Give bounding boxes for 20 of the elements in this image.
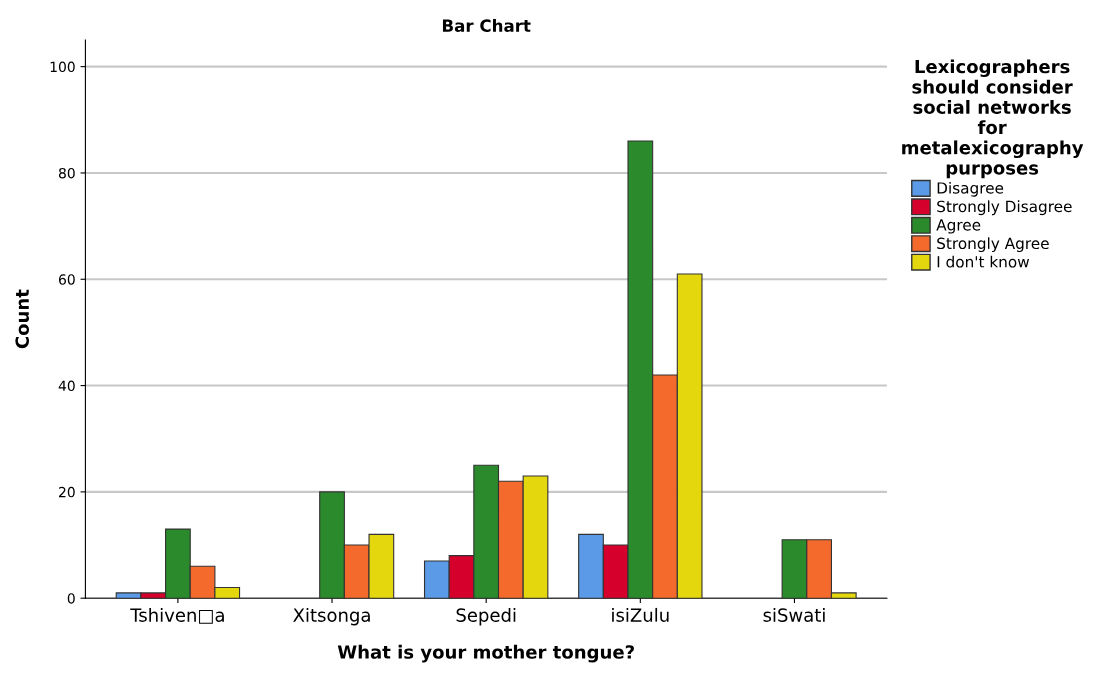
- legend-label: Strongly Disagree: [937, 200, 1072, 216]
- y-tick-label: 100: [50, 61, 75, 73]
- y-tick-label: 80: [58, 167, 75, 179]
- x-tick-label: Sepedi: [456, 607, 516, 626]
- x-axis-title: What is your mother tongue?: [337, 644, 634, 663]
- legend-label: Strongly Agree: [937, 237, 1049, 253]
- legend-label: Disagree: [937, 181, 1004, 197]
- y-tick-label: 0: [67, 593, 75, 604]
- legend-label: Agree: [936, 219, 981, 234]
- x-tick-label: isiZulu: [612, 607, 669, 622]
- y-axis-title: Count: [15, 289, 30, 349]
- x-tick-label: Tshiven□a: [130, 607, 224, 624]
- y-tick-label: 60: [58, 274, 75, 285]
- y-tick-label: 40: [58, 380, 75, 392]
- x-tick-label: Xitsonga: [293, 607, 370, 626]
- legend-title: Lexicographers should consider social networks for metalexicography purposes: [902, 59, 1084, 179]
- legend-label: I don't know: [937, 255, 1030, 268]
- y-tick-label: 20: [59, 486, 75, 498]
- x-tick-label: siSwati: [763, 607, 825, 622]
- chart-title: Bar Chart: [442, 19, 531, 32]
